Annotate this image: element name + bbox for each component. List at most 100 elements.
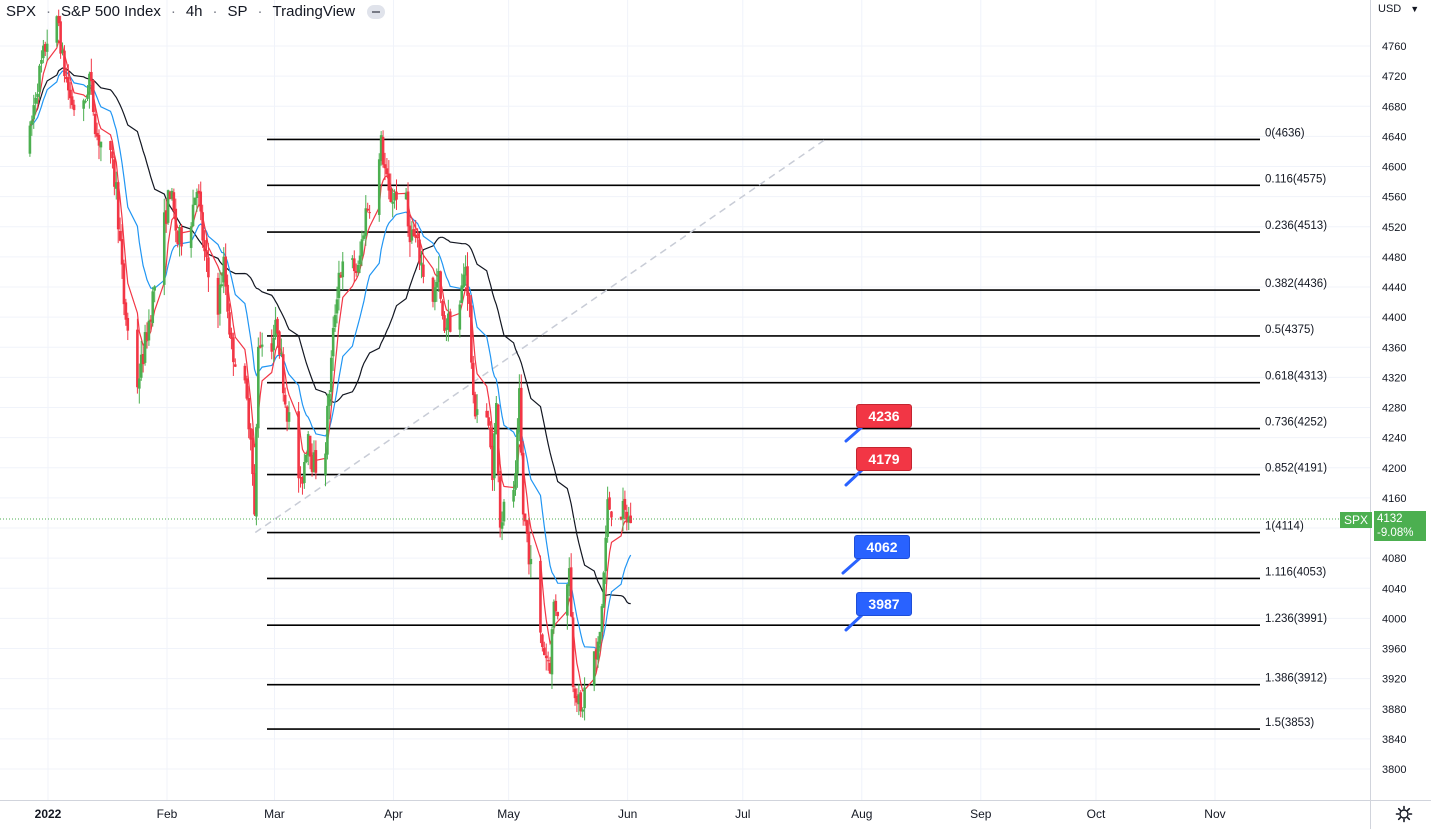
y-tick-label: 4760 (1382, 41, 1406, 53)
candle (114, 171, 118, 200)
candle (596, 636, 600, 668)
chart-grid (0, 0, 1370, 800)
candle (226, 274, 229, 319)
candle (606, 486, 609, 543)
chevron-down-icon: ▼ (1410, 4, 1420, 14)
callout-pointer (844, 425, 864, 443)
currency-label: USD (1378, 3, 1402, 15)
x-tick-label: Nov (1204, 807, 1225, 821)
candle (314, 440, 318, 480)
callout-3[interactable]: 3987 (856, 592, 912, 616)
candle (247, 385, 251, 439)
candle (602, 570, 606, 608)
candle (120, 224, 124, 279)
candle (541, 633, 544, 652)
candle (592, 651, 596, 692)
candle (220, 272, 224, 288)
fib-level-label: 0.116(4575) (1265, 173, 1326, 185)
candle (389, 173, 393, 203)
candle (498, 470, 502, 538)
candle (65, 67, 68, 83)
settings-gear-icon[interactable] (1394, 804, 1414, 824)
candle (299, 466, 302, 488)
candle (57, 9, 60, 27)
candle (304, 453, 308, 464)
candle (216, 272, 220, 329)
candle (68, 82, 72, 109)
callout-2[interactable]: 4062 (854, 535, 910, 559)
trend-line[interactable] (254, 138, 826, 534)
fibonacci-extension[interactable]: 0(4636) 0.116(4575) 0.236(4513) 0.382(4436)… (267, 127, 1327, 730)
candle (143, 324, 147, 366)
candle (274, 306, 277, 340)
candle (151, 286, 155, 327)
candle (418, 232, 421, 270)
candle (59, 15, 62, 59)
candle (604, 525, 608, 585)
price-change: -9.08% (1377, 527, 1414, 539)
candle (193, 197, 197, 206)
candle (310, 443, 314, 477)
fib-level-label: 1.386(3912) (1265, 673, 1327, 685)
symbol-ticker[interactable]: SPX (6, 3, 37, 20)
candle (164, 198, 168, 233)
candle (493, 423, 496, 491)
y-tick-label: 4400 (1382, 312, 1406, 324)
candle (207, 242, 210, 292)
candle (153, 285, 156, 303)
candle (281, 347, 285, 402)
currency-selector[interactable]: USD ▼ (1378, 3, 1419, 15)
candle (387, 160, 391, 200)
candle (232, 332, 235, 376)
candle (63, 45, 66, 83)
candle (245, 375, 249, 401)
candle (122, 259, 126, 316)
candle (575, 688, 579, 713)
candle (519, 374, 523, 456)
callout-0[interactable]: 4236 (856, 404, 912, 428)
collapse-legend-icon[interactable] (367, 4, 386, 19)
candle (255, 423, 258, 526)
candle (514, 460, 517, 496)
y-tick-label: 4440 (1382, 282, 1406, 294)
candlesticks (28, 9, 632, 721)
candle (91, 79, 95, 116)
candle (435, 268, 439, 302)
callout-1[interactable]: 4179 (856, 447, 912, 471)
fib-level-label: 0.852(4191) (1265, 463, 1327, 475)
interval[interactable]: 4h (185, 3, 203, 20)
candle (166, 189, 170, 225)
candle (462, 263, 465, 289)
fib-level-label: 0.5(4375) (1265, 324, 1314, 336)
candle (377, 153, 381, 222)
candle (276, 316, 279, 348)
candle (197, 184, 201, 207)
symbol-price-tag: SPX (1340, 512, 1373, 528)
dashed-trend-line[interactable] (254, 138, 826, 534)
candle (303, 453, 306, 489)
candle (339, 271, 343, 278)
candle (466, 252, 469, 311)
candle (566, 583, 569, 630)
candle (383, 152, 387, 181)
candle (118, 217, 122, 242)
candle (627, 506, 631, 531)
candle (525, 519, 529, 543)
candle (203, 230, 206, 261)
candle (139, 340, 143, 381)
candle (243, 363, 247, 384)
candle (460, 273, 464, 304)
candle (548, 656, 552, 675)
candle (32, 94, 36, 129)
candle (422, 255, 425, 284)
candle (502, 499, 506, 526)
callout-pointers (841, 425, 864, 632)
candle (577, 684, 581, 716)
candle (251, 428, 254, 486)
candle (30, 115, 34, 136)
candle (539, 555, 542, 644)
candle (149, 315, 153, 330)
candle (178, 224, 181, 257)
